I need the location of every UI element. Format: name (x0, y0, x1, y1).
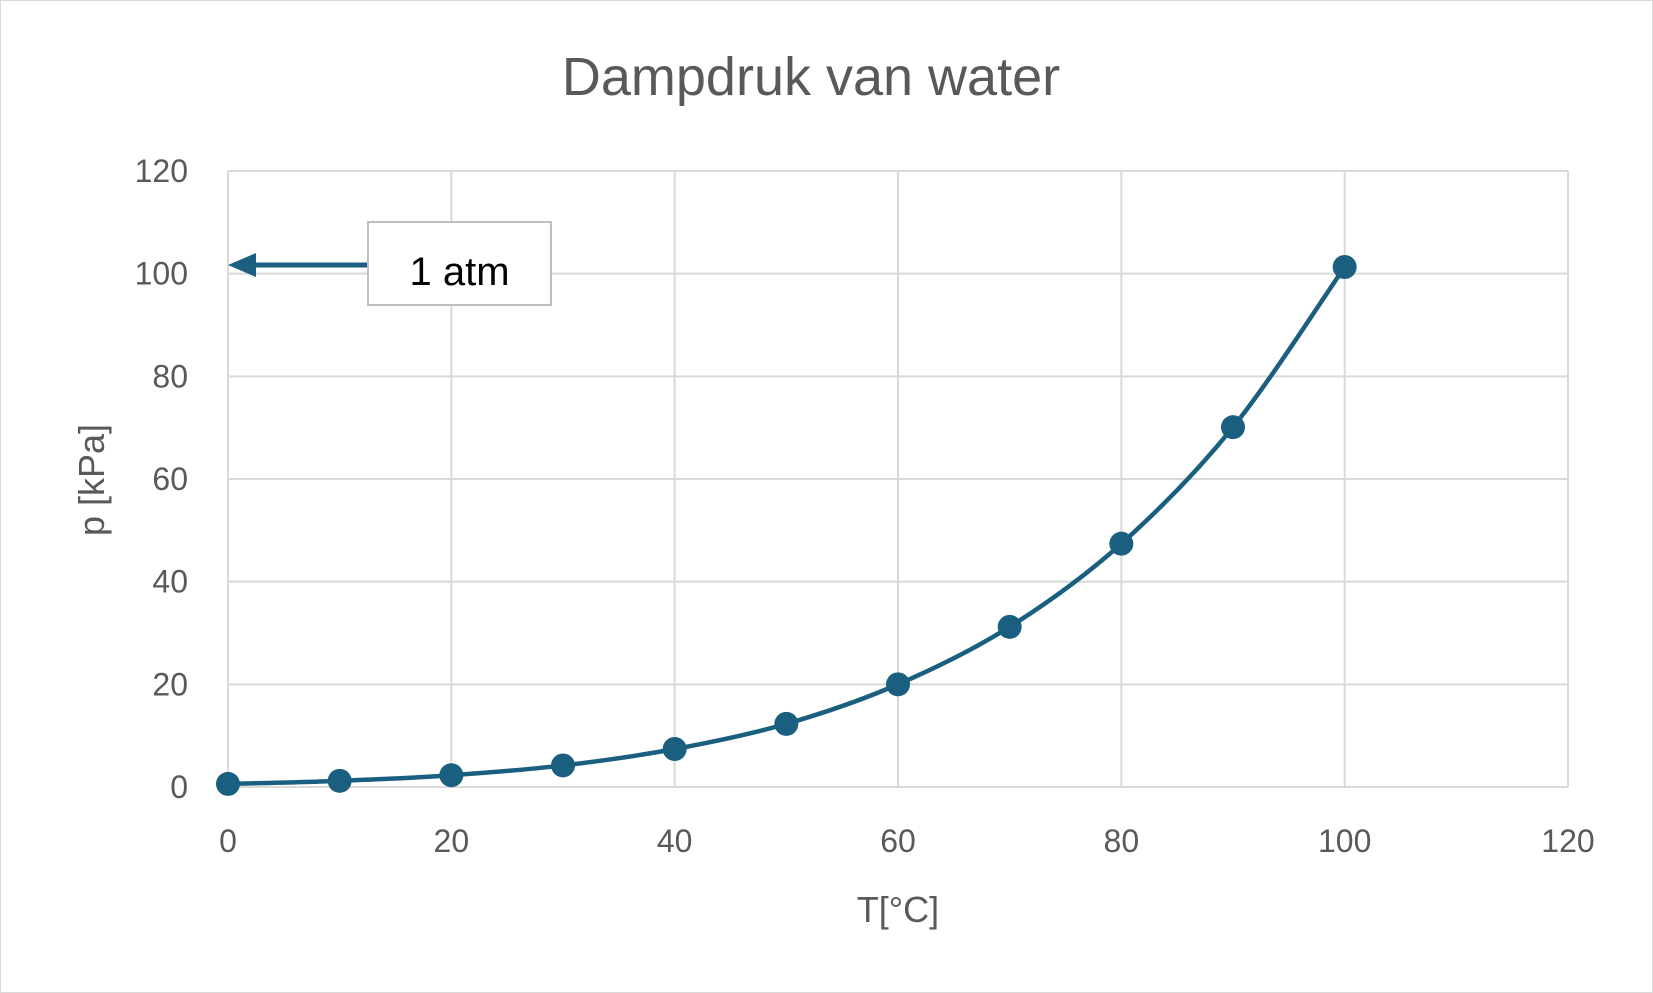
data-point (551, 753, 575, 778)
y-axis-title: p [kPa] (71, 424, 112, 536)
y-tick-label: 120 (135, 153, 188, 189)
x-tick-label: 80 (1104, 823, 1140, 859)
x-axis-title: T[°C] (857, 889, 939, 930)
y-tick-label: 20 (152, 666, 188, 702)
data-point (1221, 415, 1245, 440)
x-tick-label: 120 (1541, 823, 1594, 859)
data-point (662, 737, 687, 762)
data-point (1332, 254, 1357, 279)
x-tick-label: 60 (880, 823, 916, 859)
annotation-box (367, 221, 552, 306)
x-tick-label: 20 (434, 823, 470, 859)
data-point (774, 711, 799, 736)
y-tick-labels: 0 20 40 60 80 100 120 (135, 153, 188, 805)
data-point (886, 672, 910, 697)
chart-title: Dampdruk van water (562, 47, 1060, 107)
annotation-arrowhead (228, 252, 256, 277)
x-tick-label: 0 (219, 823, 237, 859)
data-point (997, 614, 1022, 639)
y-tick-label: 60 (152, 461, 188, 497)
data-point (327, 768, 352, 793)
y-tick-label: 100 (135, 256, 188, 292)
series-line (227, 265, 1347, 787)
x-tick-label: 100 (1318, 823, 1371, 859)
y-tick-label: 0 (170, 769, 188, 805)
annotation: 1 atm (228, 221, 552, 306)
data-point (1109, 531, 1134, 556)
y-tick-label: 80 (152, 358, 188, 394)
data-point (439, 763, 464, 788)
y-tick-label: 40 (152, 564, 188, 600)
data-point (216, 771, 240, 796)
x-tick-labels: 0 20 40 60 80 100 120 (219, 823, 1595, 859)
series (216, 254, 1357, 796)
x-tick-label: 40 (657, 823, 693, 859)
annotation-label: 1 atm (409, 250, 509, 294)
